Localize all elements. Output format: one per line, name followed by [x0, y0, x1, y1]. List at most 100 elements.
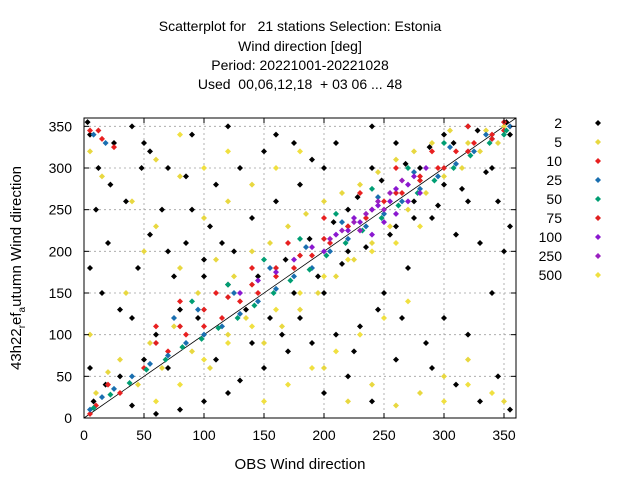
data-point: [507, 223, 513, 230]
data-point: [411, 215, 417, 221]
data-point: [402, 160, 409, 167]
legend-label: 2: [554, 115, 562, 131]
data-point: [249, 215, 255, 221]
x-tick-label: 50: [136, 427, 152, 443]
data-point: [483, 131, 489, 138]
data-point: [351, 256, 357, 263]
data-point: [111, 385, 117, 392]
data-point: [99, 394, 105, 401]
plot-frame: [83, 117, 517, 419]
data-point: [507, 131, 513, 138]
data-point: [273, 273, 279, 280]
data-point: [87, 365, 93, 371]
data-point: [159, 365, 165, 371]
data-point: [459, 165, 465, 171]
data-point: [369, 248, 375, 255]
data-point: [369, 123, 375, 130]
data-point: [321, 273, 327, 280]
data-point: [231, 273, 237, 280]
data-point: [333, 348, 339, 355]
data-point: [177, 173, 183, 180]
data-point: [381, 198, 387, 205]
data-point: [369, 185, 375, 192]
data-point: [291, 290, 297, 296]
data-point: [129, 123, 135, 130]
y-tick-label: 50: [56, 368, 72, 384]
data-point: [87, 131, 93, 138]
data-point: [393, 223, 399, 230]
data-point: [345, 373, 351, 380]
data-point: [201, 215, 207, 221]
data-point: [105, 240, 111, 246]
data-point: [467, 152, 474, 159]
data-point: [429, 148, 435, 155]
data-point: [231, 248, 237, 255]
data-point: [489, 135, 495, 142]
data-point: [303, 210, 309, 217]
data-point: [213, 356, 219, 363]
data-point: [143, 366, 150, 373]
data-point: [489, 131, 495, 138]
series-25: [87, 123, 513, 413]
data-point: [381, 210, 387, 217]
data-point: [489, 165, 495, 171]
legend-label: 100: [539, 229, 563, 245]
series-50: [90, 127, 510, 411]
data-point: [117, 306, 123, 313]
data-point: [84, 119, 91, 126]
legend-label: 75: [546, 210, 562, 226]
data-point: [435, 173, 441, 180]
data-point: [363, 215, 369, 221]
y-axis-label-sub2: a: [17, 306, 28, 313]
data-point: [177, 406, 183, 413]
data-point: [486, 140, 493, 146]
data-point: [261, 340, 267, 346]
data-point: [297, 148, 303, 155]
data-point: [465, 123, 471, 130]
data-point: [351, 348, 357, 355]
data-point: [225, 198, 231, 205]
data-point: [153, 156, 159, 163]
data-point: [255, 290, 261, 296]
data-point: [381, 315, 387, 321]
legend-marker: [595, 253, 601, 259]
data-point: [102, 140, 109, 146]
data-point: [105, 369, 111, 376]
data-point: [225, 123, 231, 130]
legend-label: 10: [546, 153, 562, 169]
data-point: [405, 198, 411, 205]
data-point: [501, 248, 507, 255]
data-point: [195, 290, 201, 296]
data-point: [465, 140, 471, 146]
data-point: [369, 231, 375, 238]
data-point: [267, 315, 273, 321]
data-point: [93, 390, 99, 396]
title-line-4: Used 00,06,12,18 + 03 06 ... 48: [197, 76, 403, 92]
data-point: [297, 252, 303, 259]
data-point: [225, 331, 231, 338]
data-point: [201, 306, 207, 313]
x-axis-label: OBS Wind direction: [234, 456, 366, 473]
data-point: [107, 391, 114, 398]
data-point: [357, 331, 363, 338]
data-point: [201, 398, 207, 405]
data-point: [309, 365, 315, 371]
data-point: [357, 219, 363, 226]
data-point: [243, 306, 249, 313]
data-point: [507, 123, 513, 130]
data-point: [297, 315, 303, 321]
x-tick-label: 200: [312, 427, 336, 443]
data-point: [165, 352, 171, 359]
data-point: [87, 331, 93, 338]
data-point: [405, 181, 411, 188]
legend-marker: [595, 120, 601, 126]
legend-marker: [595, 215, 601, 221]
data-point: [333, 210, 339, 217]
data-point: [447, 144, 453, 151]
data-point: [333, 231, 339, 238]
data-point: [405, 206, 411, 213]
data-point: [351, 215, 357, 221]
data-point: [141, 248, 147, 255]
data-point: [285, 381, 291, 388]
